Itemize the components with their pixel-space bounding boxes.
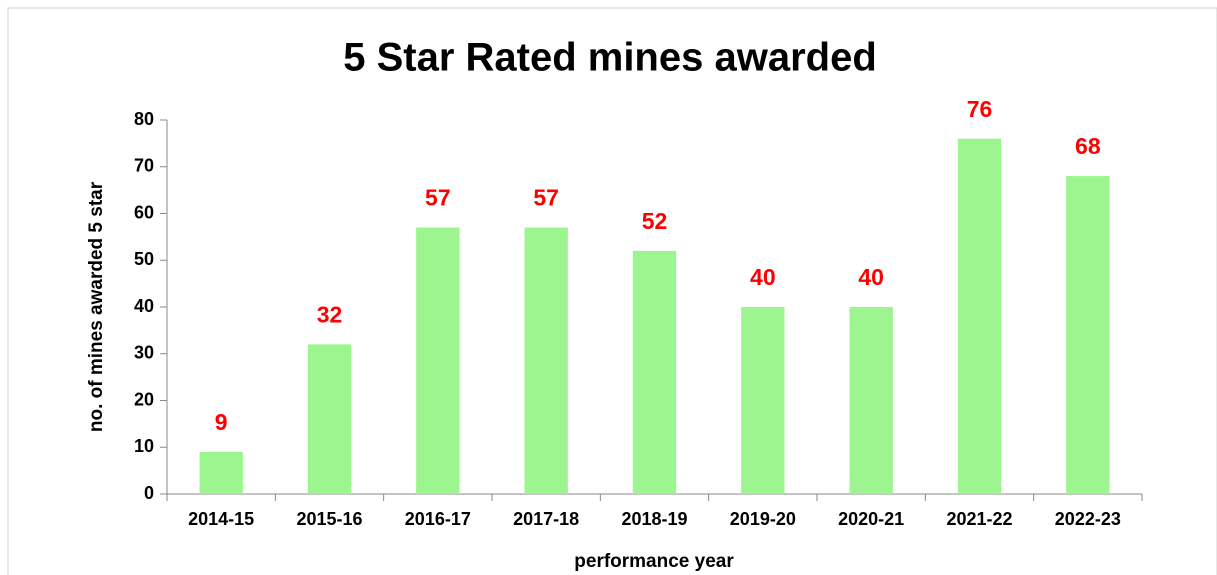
x-tick-label: 2022-23: [1055, 509, 1121, 529]
bar: [741, 307, 785, 494]
chart-frame: [7, 7, 1217, 575]
x-tick-label: 2017-18: [513, 509, 579, 529]
bar: [632, 250, 677, 494]
data-label: 9: [215, 409, 228, 435]
bar: [524, 227, 568, 494]
y-tick-label: 70: [134, 156, 154, 176]
data-label: 68: [1075, 133, 1101, 159]
data-label: 32: [317, 301, 343, 327]
bar: [307, 344, 352, 494]
y-tick-label: 50: [134, 249, 154, 269]
x-axis-label: performance year: [574, 551, 734, 572]
y-tick-label: 0: [144, 483, 154, 503]
y-tick-label: 10: [134, 436, 154, 456]
y-axis-label: no. of mines awarded 5 star: [86, 181, 107, 432]
bar: [849, 307, 893, 494]
data-label: 76: [967, 96, 993, 122]
y-tick-label: 80: [134, 109, 154, 129]
data-label: 57: [425, 185, 451, 211]
data-label: 40: [750, 264, 776, 290]
x-tick-label: 2014-15: [188, 509, 254, 529]
data-label: 40: [858, 264, 884, 290]
x-tick-label: 2015-16: [296, 509, 362, 529]
bar: [957, 138, 1002, 494]
x-tick-label: 2018-19: [621, 509, 687, 529]
x-tick-label: 2020-21: [838, 509, 904, 529]
chart-title: 5 Star Rated mines awarded: [343, 36, 877, 80]
bar: [416, 227, 460, 494]
x-tick-label: 2021-22: [946, 509, 1012, 529]
y-tick-label: 60: [134, 202, 154, 222]
y-tick-label: 30: [134, 343, 154, 363]
x-tick-label: 2019-20: [730, 509, 796, 529]
bar: [199, 451, 243, 494]
data-label: 57: [533, 185, 559, 211]
bar: [1066, 176, 1110, 494]
y-tick-label: 40: [134, 296, 154, 316]
data-label: 52: [642, 208, 668, 234]
x-tick-label: 2016-17: [405, 509, 471, 529]
y-tick-label: 20: [134, 389, 154, 409]
